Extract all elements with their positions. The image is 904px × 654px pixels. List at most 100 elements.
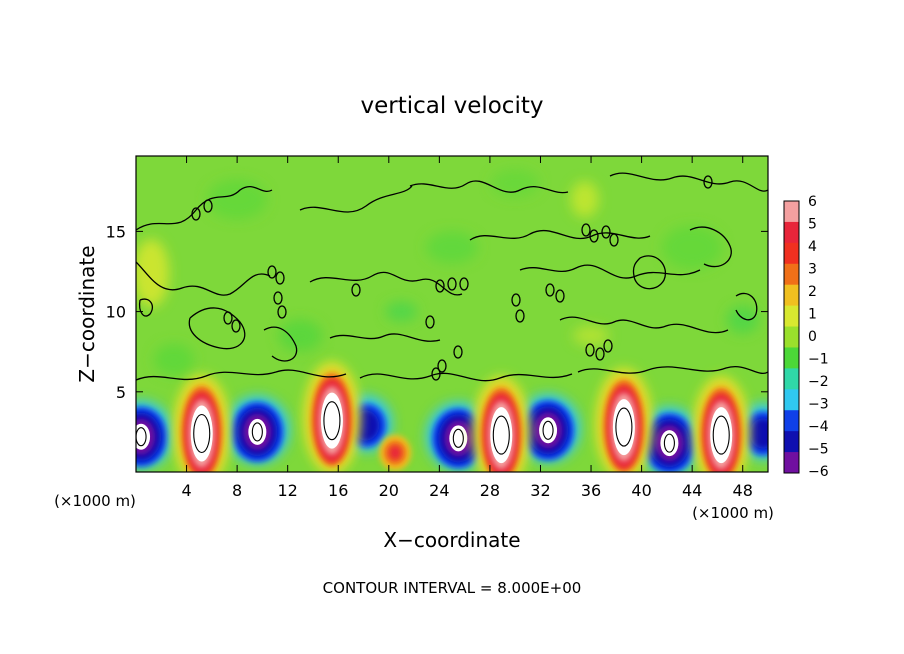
y-axis: 5 10 15 bbox=[106, 222, 768, 402]
field-texture-blob bbox=[491, 169, 540, 198]
cell-ring bbox=[389, 445, 402, 460]
updraft-cell bbox=[303, 361, 360, 472]
small-contour bbox=[453, 345, 463, 359]
cell-contour bbox=[615, 407, 633, 447]
small-contour bbox=[425, 315, 435, 329]
colorbar-label: −5 bbox=[808, 442, 829, 458]
chart-title: vertical velocity bbox=[361, 93, 544, 119]
y-tick-label: 15 bbox=[106, 222, 126, 241]
contour-interval-note: CONTOUR INTERVAL = 8.000E+00 bbox=[323, 579, 582, 597]
colorbar-label: −3 bbox=[808, 397, 829, 413]
small-contour bbox=[203, 199, 213, 213]
small-contour bbox=[435, 279, 445, 293]
plot-frame bbox=[135, 155, 769, 473]
updraft-cell bbox=[379, 434, 412, 471]
colorbar: 6 5 4 3 2 1 0 −1 −2 −3 −4 −5 −6 bbox=[783, 194, 829, 480]
field-texture-blob bbox=[207, 179, 268, 220]
colorbar-label: 0 bbox=[808, 329, 817, 345]
updraft-cell bbox=[473, 376, 530, 472]
small-contour bbox=[555, 289, 565, 303]
colorbar-swatch bbox=[784, 452, 799, 474]
updraft-cell bbox=[693, 376, 750, 472]
small-contour bbox=[191, 207, 201, 221]
field-texture-blob bbox=[570, 181, 599, 218]
small-contour bbox=[581, 223, 591, 237]
cell-ring bbox=[248, 418, 267, 445]
colorbar-label: 3 bbox=[808, 262, 817, 278]
x-tick-label: 24 bbox=[429, 481, 449, 500]
zero-contour bbox=[136, 369, 347, 381]
x-axis: 4 8 12 16 20 24 28 32 36 40 44 48 bbox=[181, 156, 753, 500]
cell-ring bbox=[660, 430, 679, 457]
colorbar-label: 2 bbox=[808, 284, 817, 300]
zero-contour bbox=[559, 316, 729, 334]
colorbar-label: −6 bbox=[808, 464, 829, 480]
downdraft-cell bbox=[136, 400, 174, 469]
zero-contour bbox=[299, 185, 413, 213]
small-contour bbox=[459, 277, 469, 291]
field-texture-blob bbox=[153, 343, 194, 376]
colorbar-swatch bbox=[784, 410, 799, 432]
colorbar-label: −4 bbox=[808, 419, 829, 435]
small-contour bbox=[275, 271, 285, 285]
x-tick-label: 40 bbox=[631, 481, 651, 500]
colorbar-swatch bbox=[784, 284, 799, 307]
colorbar-swatch bbox=[784, 326, 799, 348]
small-contour bbox=[273, 291, 283, 305]
colorbar-swatch bbox=[784, 431, 799, 453]
y-axis-title: Z−coordinate bbox=[75, 245, 99, 382]
downdraft-cell bbox=[516, 394, 581, 463]
field-texture-blob bbox=[426, 231, 478, 264]
small-contour bbox=[431, 367, 441, 381]
cell-contour bbox=[712, 415, 730, 455]
colorbar-swatch bbox=[784, 242, 799, 265]
field-texture-blob bbox=[726, 305, 759, 334]
updraft-cell bbox=[595, 368, 652, 472]
x-axis-title: X−coordinate bbox=[383, 528, 520, 552]
y-tick-label: 5 bbox=[116, 383, 126, 402]
colorbar-swatch bbox=[784, 305, 799, 328]
zero-contour bbox=[577, 366, 768, 374]
cell-ring bbox=[136, 423, 151, 450]
velocity-cells bbox=[136, 361, 768, 472]
cell-contour bbox=[452, 428, 464, 448]
cell-contour bbox=[492, 415, 510, 455]
colorbar-swatch bbox=[784, 347, 799, 369]
small-contour bbox=[511, 293, 521, 307]
colorbar-swatch bbox=[784, 263, 799, 286]
cell-contour bbox=[251, 422, 263, 442]
y-tick-label: 10 bbox=[106, 303, 126, 322]
colorbar-swatch bbox=[784, 368, 799, 390]
cell-contour bbox=[323, 401, 341, 441]
small-contour bbox=[277, 305, 287, 319]
updraft-cell bbox=[173, 374, 230, 472]
cell-ring bbox=[539, 417, 558, 444]
small-contour bbox=[515, 309, 525, 323]
small-contour bbox=[437, 359, 447, 373]
colorbar-swatch bbox=[784, 201, 799, 223]
small-contour bbox=[589, 229, 599, 243]
x-tick-label: 4 bbox=[181, 481, 191, 500]
small-contour bbox=[351, 283, 361, 297]
field-texture-blob bbox=[385, 301, 418, 322]
zero-contour bbox=[188, 307, 246, 350]
zero-contour bbox=[263, 326, 298, 362]
downdraft-cell bbox=[225, 395, 290, 464]
contour-lines bbox=[136, 172, 768, 382]
colorbar-frame bbox=[783, 200, 800, 474]
colorbar-label: −2 bbox=[808, 374, 829, 390]
colorbar-swatch bbox=[784, 389, 799, 411]
small-contour bbox=[601, 225, 611, 239]
small-contour bbox=[545, 283, 555, 297]
downdraft-cell bbox=[637, 407, 702, 472]
zero-contour bbox=[359, 372, 573, 382]
x-tick-label: 32 bbox=[530, 481, 550, 500]
zero-contour bbox=[632, 255, 666, 290]
colorbar-label: −1 bbox=[808, 352, 829, 368]
x-tick-label: 20 bbox=[379, 481, 399, 500]
colorbar-label: 4 bbox=[808, 239, 817, 255]
zero-contour bbox=[309, 271, 463, 296]
cell-ring bbox=[749, 418, 768, 449]
small-contour bbox=[595, 347, 605, 361]
